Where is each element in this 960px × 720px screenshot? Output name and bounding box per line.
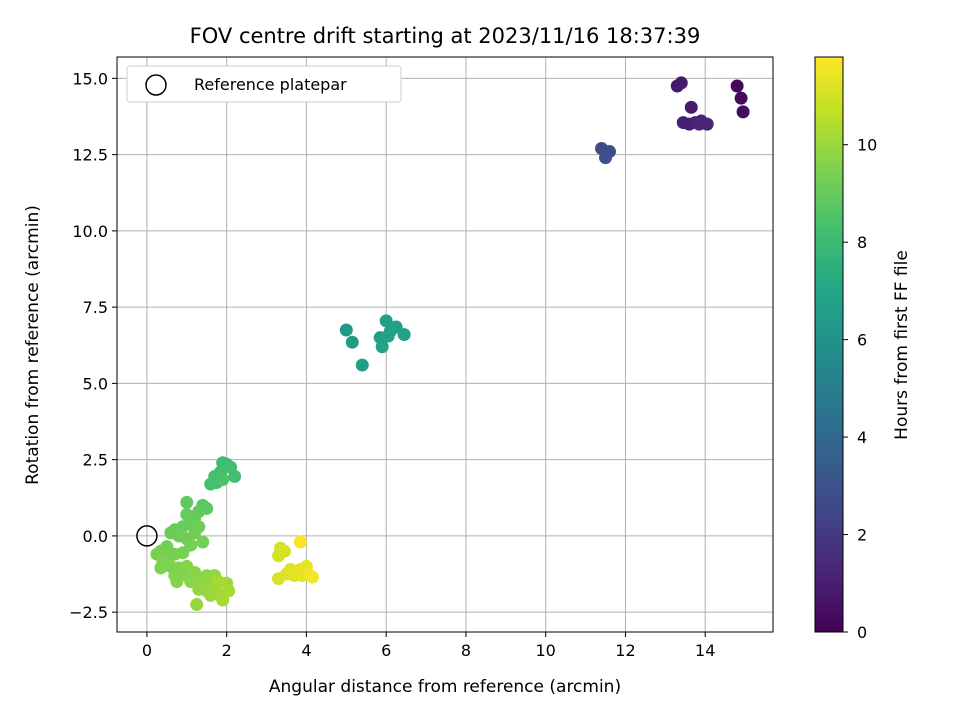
data-point	[692, 117, 706, 131]
y-tick-label: 15.0	[72, 69, 108, 88]
data-point	[293, 535, 307, 549]
x-axis-ticks: 0 2 4 6 8 10 12 14	[142, 632, 715, 660]
data-point	[345, 335, 359, 349]
data-point	[150, 547, 164, 561]
x-axis-label: Angular distance from reference (arcmin)	[269, 677, 621, 697]
data-point	[170, 575, 184, 589]
data-point	[599, 151, 613, 165]
x-tick-label: 10	[536, 641, 556, 660]
colorbar-label: Hours from first FF file	[892, 250, 912, 440]
y-tick-label: 2.5	[83, 451, 108, 470]
x-tick-label: 8	[461, 641, 471, 660]
x-tick-label: 14	[695, 641, 715, 660]
data-point	[355, 358, 369, 372]
data-point	[228, 469, 242, 483]
data-point	[674, 76, 688, 90]
colorbar-tick-label: 10	[857, 136, 877, 155]
y-tick-label: 7.5	[83, 298, 108, 317]
y-axis-label: Rotation from reference (arcmin)	[23, 205, 43, 485]
chart-title: FOV centre drift starting at 2023/11/16 …	[190, 24, 701, 48]
data-point	[684, 100, 698, 114]
grid	[117, 57, 773, 632]
y-axis-ticks: −2.5 0.0 2.5 5.0 7.5 10.0 12.5 15.0	[69, 69, 117, 622]
data-point	[381, 329, 395, 343]
colorbar: 0 2 4 6 8 10 Hours from first FF file	[814, 56, 912, 642]
colorbar-tick-label: 8	[857, 233, 867, 252]
data-point	[305, 570, 319, 584]
reference-platepar-marker	[136, 525, 158, 547]
data-point	[730, 79, 744, 93]
colorbar-tick-label: 0	[857, 623, 867, 642]
y-tick-label: −2.5	[69, 603, 108, 622]
data-point	[734, 91, 748, 105]
plot-frame	[116, 56, 774, 633]
data-point	[379, 314, 393, 328]
data-point	[277, 544, 291, 558]
x-tick-label: 2	[222, 641, 232, 660]
data-points	[150, 76, 750, 612]
colorbar-ticks: 0 2 4 6 8 10	[843, 136, 877, 642]
x-tick-label: 4	[301, 641, 311, 660]
legend: Reference platepar	[126, 65, 402, 103]
legend-entry-reference-platepar: Reference platepar	[194, 75, 347, 94]
data-point	[192, 520, 206, 534]
colorbar-tick-label: 4	[857, 428, 867, 447]
colorbar-tick-label: 6	[857, 331, 867, 350]
data-point	[222, 584, 236, 598]
data-point	[196, 535, 210, 549]
data-point	[190, 598, 204, 612]
data-point	[339, 323, 353, 337]
legend-box	[126, 65, 402, 103]
data-point	[154, 561, 168, 575]
colorbar-tick-label: 2	[857, 526, 867, 545]
y-tick-label: 5.0	[83, 374, 108, 393]
y-tick-label: 0.0	[83, 527, 108, 546]
data-point	[180, 495, 194, 509]
colorbar-gradient	[814, 56, 844, 633]
data-point	[736, 105, 750, 119]
data-point	[180, 508, 194, 522]
data-point	[375, 340, 389, 354]
x-tick-label: 0	[142, 641, 152, 660]
data-point	[176, 546, 190, 560]
data-point	[216, 593, 230, 607]
y-tick-label: 12.5	[72, 146, 108, 165]
y-tick-label: 10.0	[72, 222, 108, 241]
x-tick-label: 12	[615, 641, 635, 660]
data-point	[397, 328, 411, 342]
data-point	[216, 472, 230, 486]
legend-marker	[145, 74, 167, 96]
data-point	[212, 575, 226, 589]
x-tick-label: 6	[381, 641, 391, 660]
